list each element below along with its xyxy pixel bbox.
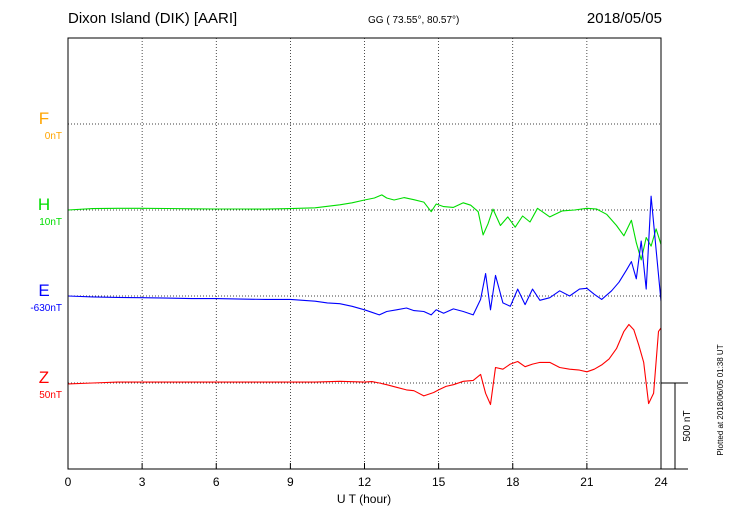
x-tick-label-12: 12 bbox=[358, 475, 372, 489]
component-baseline-H: 10nT bbox=[39, 217, 62, 228]
date-label: 2018/05/05 bbox=[586, 10, 662, 27]
grid-lines bbox=[68, 38, 661, 469]
x-tick-label-15: 15 bbox=[432, 475, 446, 489]
x-tick-label-0: 0 bbox=[65, 475, 72, 489]
x-axis-ticks: 0 3 6 9 12 15 18 21 24 bbox=[65, 463, 668, 489]
scale-bar-label: 500 nT bbox=[682, 410, 693, 441]
component-label-Z: Z bbox=[39, 368, 49, 387]
station-title: Dixon Island (DIK) [AARI] bbox=[68, 10, 238, 27]
x-tick-label-21: 21 bbox=[580, 475, 594, 489]
component-label-F: F bbox=[39, 109, 49, 128]
scale-bar: 500 nT bbox=[661, 382, 693, 470]
component-label-H: H bbox=[38, 195, 50, 214]
x-tick-label-3: 3 bbox=[139, 475, 146, 489]
series-E-line bbox=[67, 195, 662, 316]
x-tick-label-6: 6 bbox=[213, 475, 220, 489]
component-label-E: E bbox=[38, 281, 49, 300]
geographic-coordinates: GG ( 73.55°, 80.57°) bbox=[368, 15, 460, 26]
x-axis-title: U T (hour) bbox=[337, 492, 391, 506]
plot-series bbox=[67, 194, 662, 406]
series-H-line bbox=[67, 194, 662, 261]
series-Z-line bbox=[67, 323, 662, 406]
plotted-timestamp: Plotted at 2018/06/05 01:38 UT bbox=[716, 344, 725, 455]
x-tick-label-18: 18 bbox=[506, 475, 520, 489]
component-baseline-F: 0nT bbox=[45, 131, 62, 142]
component-labels: F 0nT H 10nT E -630nT Z 50nT bbox=[30, 109, 62, 401]
component-baseline-Z: 50nT bbox=[39, 390, 62, 401]
component-baseline-E: -630nT bbox=[30, 303, 62, 314]
x-tick-label-24: 24 bbox=[654, 475, 668, 489]
x-tick-label-9: 9 bbox=[287, 475, 294, 489]
